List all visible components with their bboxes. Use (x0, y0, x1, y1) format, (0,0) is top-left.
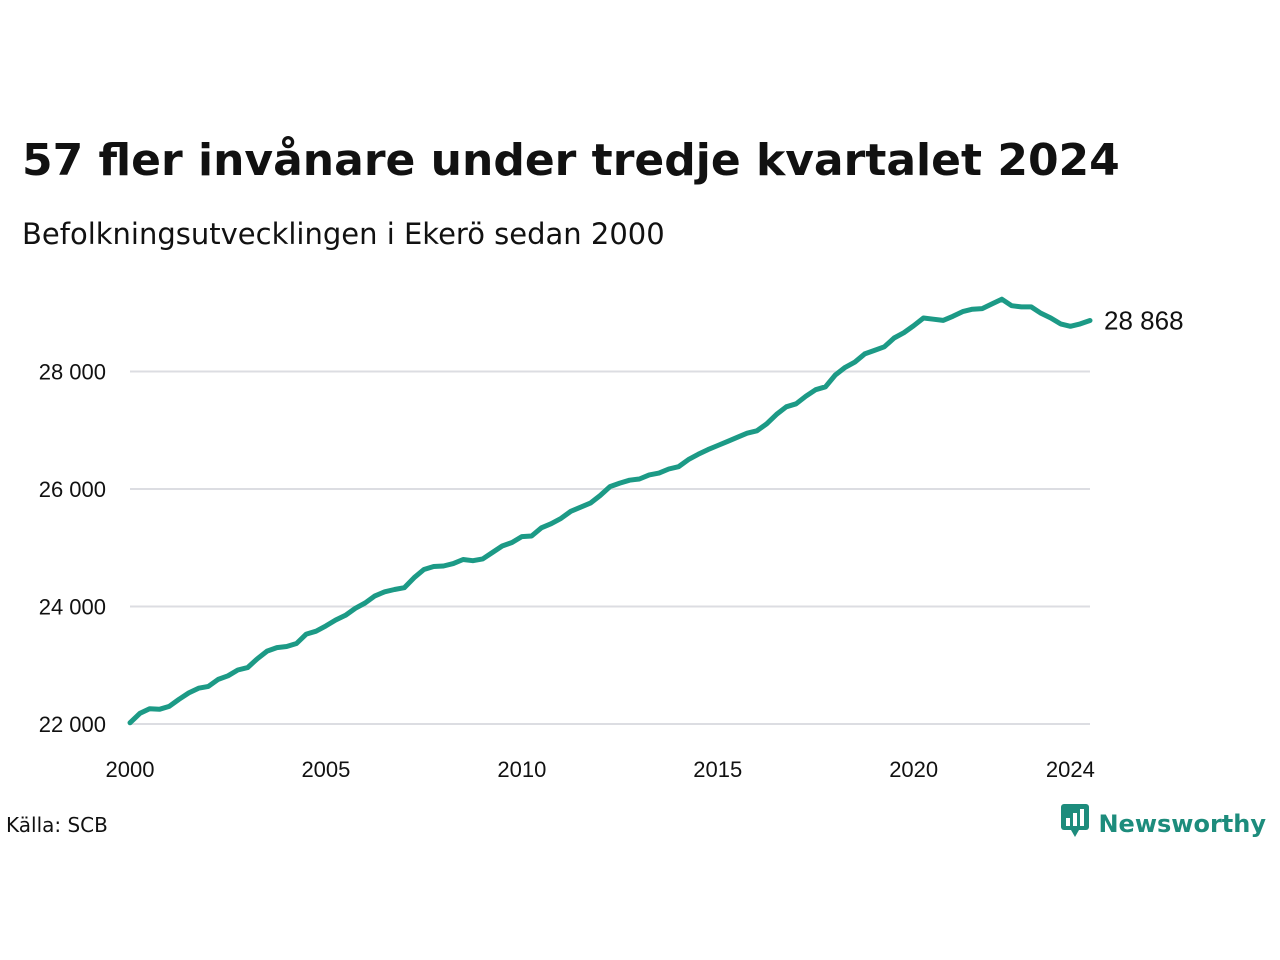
chart-title: 57 fler invånare under tredje kvartalet … (22, 135, 1120, 186)
brand[interactable]: Newsworthy (1060, 803, 1266, 844)
x-tick-label: 2010 (497, 757, 546, 782)
y-tick-label: 28 000 (39, 360, 106, 385)
x-axis-tick-labels: 2000 2005 2010 2015 2020 2024 (106, 757, 1095, 782)
x-tick-label: 2020 (889, 757, 938, 782)
series-line (127, 296, 1093, 726)
y-tick-label: 22 000 (39, 712, 106, 737)
chart-subtitle: Befolkningsutvecklingen i Ekerö sedan 20… (22, 217, 665, 251)
newsworthy-logo-icon (1060, 803, 1090, 844)
end-label-layer: 28 868 (1104, 306, 1184, 336)
x-tick-label: 2015 (693, 757, 742, 782)
x-tick-label: 2000 (106, 757, 155, 782)
y-tick-label: 26 000 (39, 477, 106, 502)
y-tick-label: 24 000 (39, 595, 106, 620)
end-value-label: 28 868 (1104, 306, 1184, 336)
gridlines (130, 370, 1090, 725)
x-tick-label: 2024 (1046, 757, 1095, 782)
x-tick-label: 2005 (301, 757, 350, 782)
brand-name: Newsworthy (1098, 809, 1266, 838)
y-axis-tick-labels: 22 000 24 000 26 000 28 000 (39, 360, 106, 738)
series-layer (127, 296, 1093, 726)
source-note: Källa: SCB (6, 813, 108, 837)
